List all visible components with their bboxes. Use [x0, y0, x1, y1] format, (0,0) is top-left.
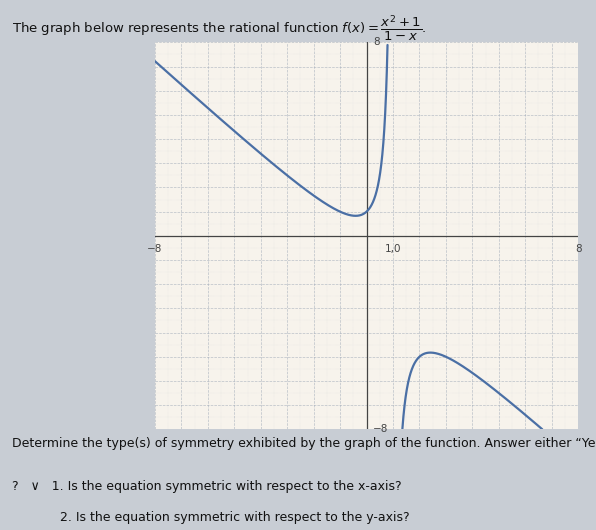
- Text: Determine the type(s) of symmetry exhibited by the graph of the function. Answer: Determine the type(s) of symmetry exhibi…: [12, 437, 596, 450]
- Text: 1,0: 1,0: [385, 244, 401, 254]
- Text: 2. Is the equation symmetric with respect to the y-axis?: 2. Is the equation symmetric with respec…: [60, 511, 409, 525]
- Text: 8: 8: [373, 38, 380, 47]
- Text: −8: −8: [147, 244, 163, 254]
- Text: ?   ∨   1. Is the equation symmetric with respect to the x-axis?: ? ∨ 1. Is the equation symmetric with re…: [12, 480, 402, 493]
- Text: 8: 8: [575, 244, 582, 254]
- Text: The graph below represents the rational function $f(x) = \dfrac{x^2+1}{1-x}$.: The graph below represents the rational …: [12, 13, 427, 43]
- Text: −8: −8: [373, 425, 389, 434]
